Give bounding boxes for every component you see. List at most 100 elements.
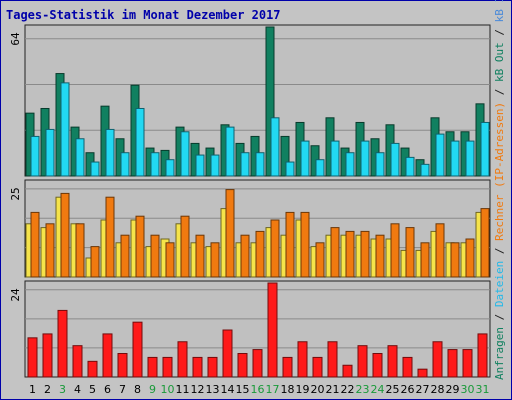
bar-kb-f-day-8 — [132, 321, 143, 378]
bar-kb-out-day-8 — [135, 215, 145, 278]
bar-kb-out-day-16 — [255, 230, 265, 278]
bar-kb-out-day-21 — [330, 227, 340, 278]
bar-dateien-day-11 — [180, 131, 190, 177]
bar-kb-f-day-11 — [177, 341, 188, 378]
bar-dateien-day-25 — [390, 142, 400, 177]
bar-kb-out-day-9 — [150, 234, 160, 278]
bar-kb-f-day-4 — [72, 345, 83, 378]
bar-dateien-day-31 — [480, 121, 490, 177]
day-label-13: 13 — [206, 383, 220, 396]
bar-kb-f-day-14 — [222, 329, 233, 378]
legend-separator: / — [493, 307, 506, 327]
bar-dateien-day-7 — [120, 152, 130, 177]
chart-panel-3: 24 — [9, 280, 491, 378]
bar-dateien-day-3 — [60, 82, 70, 177]
bar-kb-out-day-2 — [45, 223, 55, 278]
chart-title: Tages-Statistik im Monat Dezember 2017 — [6, 8, 281, 22]
bar-kb-f-day-25 — [387, 345, 398, 378]
bar-kb-f-day-18 — [282, 356, 293, 378]
day-label-7: 7 — [119, 383, 126, 396]
bar-kb-out-day-17 — [270, 219, 280, 278]
day-label-19: 19 — [296, 383, 310, 396]
bar-kb-out-day-29 — [450, 242, 460, 278]
bar-kb-f-day-13 — [207, 356, 218, 378]
bar-kb-f-day-31 — [477, 333, 488, 378]
legend-text: Anfragen / Dateien / Rechner (IP-Adresse… — [493, 0, 506, 380]
bar-kb-out-day-13 — [210, 242, 220, 278]
bar-dateien-day-20 — [315, 159, 325, 177]
day-axis: 1 2 3 4 5 6 7 8 9 10 11 12 13 14 15 16 17 18 19 20 21 22 23 24 2… — [29, 383, 490, 396]
day-label-20: 20 — [311, 383, 325, 396]
bar-kb-out-day-26 — [405, 227, 415, 278]
day-label-5: 5 — [89, 383, 96, 396]
bar-kb-f-day-10 — [162, 356, 173, 378]
bar-kb-f-day-7 — [117, 353, 128, 378]
day-label-1: 1 — [29, 383, 36, 396]
bar-kb-f-day-26 — [402, 356, 413, 378]
day-label-29: 29 — [446, 383, 460, 396]
bar-kb-out-day-6 — [105, 196, 115, 278]
bar-dateien-day-21 — [330, 140, 340, 177]
bar-kb-f-day-30 — [462, 349, 473, 378]
bar-kb-f-day-16 — [252, 349, 263, 378]
bar-dateien-day-17 — [270, 117, 280, 177]
bar-anfragen-day-18 — [280, 135, 290, 177]
legend-item: kB In — [493, 0, 506, 22]
bar-kb-out-day-12 — [195, 234, 205, 278]
chart-panels: 64 25 24 — [9, 24, 491, 378]
bar-kb-f-day-2 — [42, 333, 53, 378]
day-label-9: 9 — [149, 383, 156, 396]
day-label-8: 8 — [134, 383, 141, 396]
legend-item: Dateien — [493, 261, 506, 307]
legend-separator: / — [493, 241, 506, 261]
bar-dateien-day-9 — [150, 152, 160, 177]
bar-kb-out-day-1 — [30, 211, 40, 278]
bar-anfragen-day-17 — [265, 26, 275, 177]
legend-item: Anfragen — [493, 327, 506, 380]
day-label-11: 11 — [176, 383, 190, 396]
bar-dateien-day-24 — [375, 152, 385, 177]
day-label-16: 16 — [251, 383, 265, 396]
bar-kb-f-day-20 — [312, 356, 323, 378]
bar-dateien-day-1 — [30, 135, 40, 177]
bar-kb-out-day-15 — [240, 234, 250, 278]
bar-dateien-day-4 — [75, 138, 85, 177]
day-label-18: 18 — [281, 383, 295, 396]
bar-kb-f-day-23 — [357, 345, 368, 378]
bar-kb-out-day-24 — [375, 234, 385, 278]
chart-panel-2: 25 — [9, 179, 491, 278]
bar-kb-f-day-5 — [87, 360, 98, 378]
bar-kb-f-day-1 — [27, 337, 38, 378]
day-label-30: 30 — [461, 383, 475, 396]
bar-kb-f-day-17 — [267, 282, 278, 378]
day-label-17: 17 — [266, 383, 280, 396]
bar-kb-out-day-5 — [90, 246, 100, 278]
bar-dateien-day-2 — [45, 128, 55, 177]
bar-kb-f-day-27 — [417, 368, 428, 378]
y-max-label: 64 — [9, 32, 22, 46]
day-label-23: 23 — [356, 383, 370, 396]
bar-dateien-day-5 — [90, 161, 100, 177]
bar-kb-f-day-6 — [102, 333, 113, 378]
bar-kb-out-day-14 — [225, 189, 235, 278]
bar-kb-f-day-28 — [432, 341, 443, 378]
bar-dateien-day-28 — [435, 133, 445, 177]
bar-dateien-day-13 — [210, 154, 220, 177]
bar-dateien-day-23 — [360, 140, 370, 177]
bar-kb-out-day-18 — [285, 211, 295, 278]
day-label-27: 27 — [416, 383, 430, 396]
day-label-3: 3 — [59, 383, 66, 396]
bar-kb-f-day-3 — [57, 309, 68, 378]
bar-dateien-day-12 — [195, 154, 205, 177]
y-max-label: 25 — [9, 187, 22, 200]
bar-dateien-day-6 — [105, 128, 115, 177]
day-label-21: 21 — [326, 383, 340, 396]
chart-legend: Anfragen / Dateien / Rechner (IP-Adresse… — [493, 0, 506, 380]
bar-kb-out-day-22 — [345, 230, 355, 278]
day-label-22: 22 — [341, 383, 355, 396]
day-label-14: 14 — [221, 383, 235, 396]
bar-dateien-day-30 — [465, 140, 475, 177]
bar-dateien-day-16 — [255, 152, 265, 177]
day-label-25: 25 — [386, 383, 400, 396]
